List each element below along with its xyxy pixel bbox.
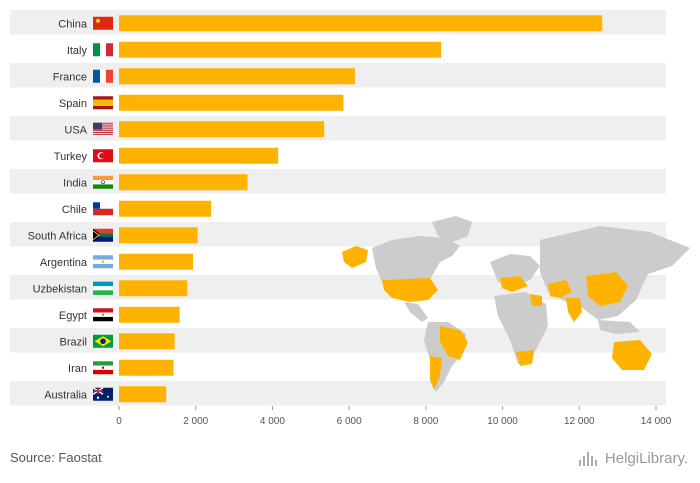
category-label: Iran bbox=[68, 363, 87, 375]
world-map bbox=[342, 216, 690, 392]
map-se-asia bbox=[598, 320, 640, 334]
bar-france bbox=[119, 68, 355, 85]
bar-turkey bbox=[119, 147, 279, 164]
bar-uzbekistan bbox=[119, 280, 188, 297]
category-label: South Africa bbox=[28, 230, 88, 242]
map-australia-highlight bbox=[612, 340, 652, 370]
flag-spain-icon bbox=[93, 96, 113, 110]
bar-chile bbox=[119, 200, 212, 217]
row-band bbox=[10, 116, 666, 141]
category-label: Argentina bbox=[40, 257, 88, 269]
category-label: Turkey bbox=[54, 151, 88, 163]
bar-spain bbox=[119, 94, 344, 111]
bar-iran bbox=[119, 359, 174, 376]
map-usa-highlight bbox=[382, 278, 438, 302]
x-tick-label: 12 000 bbox=[564, 416, 595, 427]
bar-brazil bbox=[119, 333, 175, 350]
flag-brazil-icon bbox=[93, 334, 113, 348]
flag-egypt-icon bbox=[93, 308, 113, 322]
bar-usa bbox=[119, 121, 325, 138]
map-india-highlight bbox=[566, 298, 582, 322]
map-alaska-highlight bbox=[342, 246, 368, 268]
map-egypt-highlight bbox=[530, 294, 542, 306]
bar-india bbox=[119, 174, 248, 191]
flag-argentina-icon bbox=[93, 255, 113, 269]
map-asia-highlight bbox=[548, 280, 572, 298]
flag-italy-icon bbox=[93, 43, 113, 57]
flag-china-icon bbox=[93, 16, 113, 30]
map-china-highlight bbox=[586, 272, 628, 306]
category-label: Italy bbox=[67, 45, 88, 57]
map-brazil-highlight bbox=[440, 326, 468, 360]
flag-turkey-icon bbox=[93, 149, 113, 163]
category-label: Spain bbox=[59, 98, 87, 110]
map-central-america bbox=[404, 302, 428, 322]
x-tick-label: 2 000 bbox=[183, 416, 208, 427]
library-icon bbox=[578, 451, 601, 466]
flag-australia-icon bbox=[92, 387, 113, 401]
map-south-africa-highlight bbox=[516, 350, 534, 366]
x-tick-label: 10 000 bbox=[487, 416, 518, 427]
x-tick-label: 6 000 bbox=[337, 416, 362, 427]
bar-australia bbox=[119, 386, 167, 403]
category-label: India bbox=[63, 177, 88, 189]
category-label: France bbox=[53, 71, 87, 83]
x-axis: 0 2 000 4 000 6 000 8 000 10 000 12 000 14 000 bbox=[116, 406, 672, 427]
category-label: Uzbekistan bbox=[33, 283, 87, 295]
bar-italy bbox=[119, 41, 442, 58]
category-label: Brazil bbox=[59, 336, 87, 348]
brand-logo[interactable]: HelgiLibrary. bbox=[578, 450, 688, 467]
category-label: Egypt bbox=[59, 310, 87, 322]
flag-south-africa-icon bbox=[92, 228, 113, 242]
map-greenland bbox=[432, 216, 472, 242]
bar-south-africa bbox=[119, 227, 198, 244]
category-label: China bbox=[58, 18, 88, 30]
bar-chart: China Italy France Spain USA Turkey India Chile… bbox=[10, 10, 690, 427]
x-tick-label: 8 000 bbox=[413, 416, 438, 427]
category-labels: China Italy France Spain USA Turkey India Chile… bbox=[28, 18, 88, 401]
category-label: Australia bbox=[44, 389, 88, 401]
flags bbox=[92, 16, 113, 401]
flag-iran-icon bbox=[93, 361, 113, 375]
flag-france-icon bbox=[93, 69, 113, 83]
brand-name: HelgiLibrary. bbox=[604, 450, 688, 467]
bar-china bbox=[119, 15, 603, 32]
bar-egypt bbox=[119, 306, 180, 323]
x-tick-label: 14 000 bbox=[641, 416, 672, 427]
flag-india-icon bbox=[93, 175, 113, 189]
category-label: Chile bbox=[62, 204, 87, 216]
map-argentina-highlight bbox=[430, 356, 442, 390]
x-tick-label: 0 bbox=[116, 416, 122, 427]
bar-argentina bbox=[119, 253, 194, 270]
category-label: USA bbox=[64, 124, 87, 136]
source-note: Source: Faostat bbox=[10, 450, 102, 465]
bars bbox=[119, 15, 603, 403]
x-tick-label: 4 000 bbox=[260, 416, 285, 427]
flag-chile-icon bbox=[93, 202, 113, 216]
map-europe-highlight bbox=[500, 276, 528, 292]
flag-usa-icon bbox=[93, 122, 113, 135]
flag-uzbekistan-icon bbox=[93, 281, 113, 295]
map-africa bbox=[494, 292, 548, 364]
